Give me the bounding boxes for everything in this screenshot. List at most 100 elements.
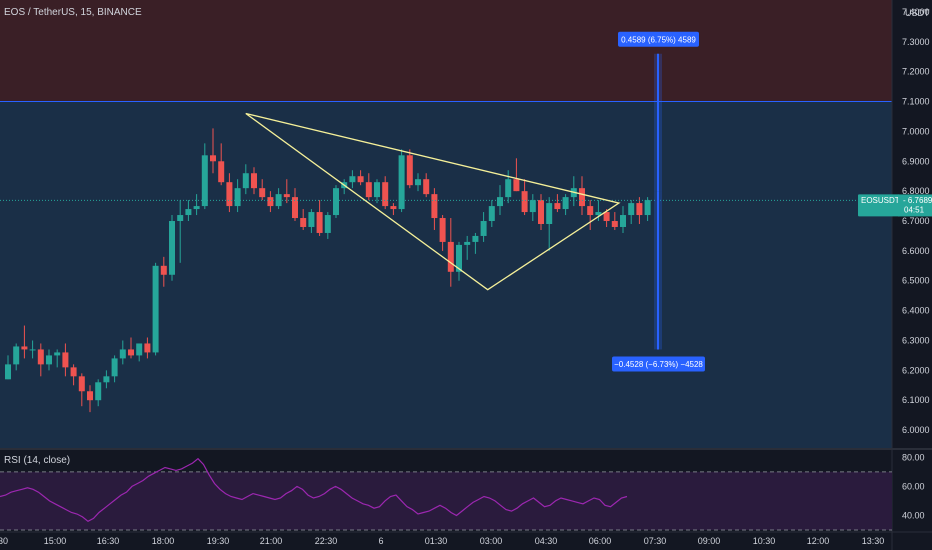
candle[interactable] (644, 197, 651, 222)
candle-body[interactable] (13, 346, 20, 365)
candle[interactable] (406, 149, 413, 189)
candle[interactable] (357, 170, 364, 186)
candle-body[interactable] (324, 215, 331, 233)
candle[interactable] (480, 212, 487, 242)
candle-body[interactable] (406, 155, 413, 186)
candle[interactable] (95, 379, 102, 407)
candle-body[interactable] (587, 206, 594, 216)
candle-body[interactable] (357, 176, 364, 183)
candle[interactable] (464, 235, 471, 260)
time-axis[interactable]: 30 15:00 16:30 18:00 19:30 21:00 22:30 6 01:30 03… (0, 536, 884, 546)
candle[interactable] (54, 349, 61, 368)
candle-body[interactable] (54, 352, 61, 356)
candle-body[interactable] (579, 188, 585, 207)
candle-body[interactable] (603, 212, 610, 222)
candle-body[interactable] (398, 155, 405, 210)
triangle-pattern[interactable] (245, 112, 621, 291)
candle-body[interactable] (62, 352, 69, 368)
candle-body[interactable] (259, 188, 266, 198)
candle[interactable] (62, 343, 69, 377)
candle[interactable] (13, 343, 20, 371)
candle-body[interactable] (431, 194, 438, 219)
candle-body[interactable] (472, 235, 479, 242)
candle-body[interactable] (119, 349, 126, 359)
candle-body[interactable] (497, 197, 503, 207)
candle-body[interactable] (152, 265, 159, 353)
candle[interactable] (546, 197, 553, 251)
candle-body[interactable] (546, 203, 553, 224)
candle-body[interactable] (78, 376, 85, 392)
candle[interactable] (185, 200, 192, 222)
candle-body[interactable] (87, 391, 93, 401)
candle-body[interactable] (349, 176, 356, 183)
candle-body[interactable] (480, 221, 487, 236)
candle[interactable] (447, 218, 454, 287)
candle-body[interactable] (365, 182, 372, 198)
candle[interactable] (111, 355, 118, 383)
candle[interactable] (169, 215, 175, 281)
candle[interactable] (472, 232, 479, 254)
candle-body[interactable] (415, 179, 421, 186)
candle-body[interactable] (636, 203, 643, 216)
candle-body[interactable] (292, 197, 298, 219)
candle[interactable] (259, 179, 266, 201)
candle-body[interactable] (595, 212, 602, 216)
candle-body[interactable] (308, 212, 315, 227)
candle-body[interactable] (210, 155, 216, 162)
candle[interactable] (456, 241, 462, 281)
candle-body[interactable] (29, 349, 36, 351)
candle-body[interactable] (242, 173, 249, 189)
candle-body[interactable] (628, 203, 635, 216)
candle[interactable] (382, 176, 389, 210)
candles[interactable] (0, 128, 892, 413)
candle-body[interactable] (521, 191, 528, 213)
candle-body[interactable] (505, 179, 512, 198)
candle[interactable] (374, 179, 380, 204)
candle[interactable] (415, 173, 421, 192)
candle[interactable] (144, 337, 151, 359)
candle[interactable] (439, 215, 446, 251)
measure-up-label-box[interactable] (618, 31, 699, 47)
candle-body[interactable] (447, 241, 454, 272)
last-price-tag[interactable] (858, 194, 900, 217)
candle[interactable] (390, 203, 397, 216)
candle[interactable] (21, 325, 28, 359)
candle[interactable] (283, 179, 290, 204)
candle[interactable] (128, 337, 134, 359)
candle-body[interactable] (382, 182, 389, 207)
candle-body[interactable] (562, 197, 569, 210)
candle-body[interactable] (611, 221, 618, 227)
candle-body[interactable] (144, 343, 151, 353)
candle[interactable] (292, 188, 298, 222)
candle-body[interactable] (160, 265, 167, 275)
candle[interactable] (300, 209, 307, 230)
candle-body[interactable] (37, 349, 44, 365)
candle[interactable] (234, 179, 241, 213)
candle-body[interactable] (513, 179, 520, 192)
drawings[interactable]: 0.4589 (6.75%) 4589 −0.4528 (−6.73%) −452… (245, 31, 705, 372)
candle[interactable] (521, 179, 528, 216)
candle-body[interactable] (111, 358, 118, 377)
candle-body[interactable] (103, 376, 110, 383)
candle[interactable] (554, 194, 561, 213)
candle[interactable] (119, 340, 126, 365)
candle[interactable] (513, 158, 520, 192)
candle[interactable] (333, 185, 339, 219)
symbol-title[interactable]: EOS / TetherUS, 15, BINANCE (4, 7, 142, 18)
candle[interactable] (636, 197, 643, 224)
candle[interactable] (505, 170, 512, 204)
candle[interactable] (423, 173, 430, 198)
candle-body[interactable] (169, 221, 175, 275)
candle-body[interactable] (300, 218, 307, 227)
candle-body[interactable] (46, 355, 52, 365)
candle[interactable] (365, 173, 372, 201)
candle-body[interactable] (177, 215, 184, 222)
candle-body[interactable] (5, 364, 11, 380)
candle-body[interactable] (423, 179, 430, 195)
candle[interactable] (177, 200, 184, 263)
candle-body[interactable] (136, 343, 143, 356)
candle[interactable] (529, 194, 536, 222)
candle[interactable] (251, 167, 257, 195)
candle[interactable] (611, 212, 618, 230)
